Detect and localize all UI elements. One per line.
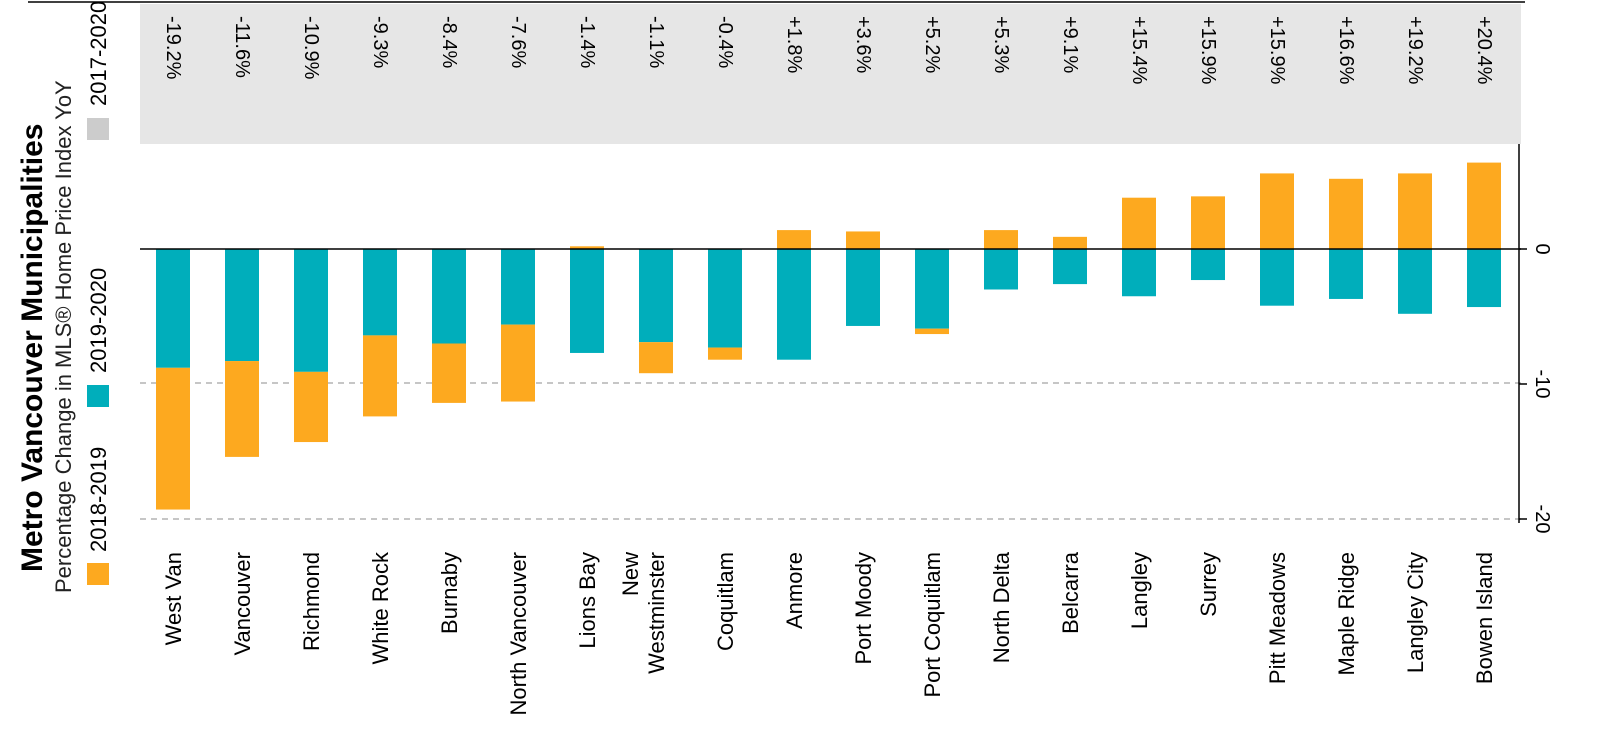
bar-2018-2019-pitt-meadows bbox=[1260, 173, 1294, 249]
total-label-port-moody: +3.6% bbox=[852, 16, 874, 73]
bar-2018-2019-port-moody bbox=[846, 231, 880, 249]
bar-2019-2020-langley bbox=[1122, 249, 1156, 297]
total-label-belcarra: +9.1% bbox=[1059, 16, 1081, 73]
total-label-north-vancouver: -7.6% bbox=[507, 16, 529, 68]
tick-label: -10 bbox=[1531, 370, 1553, 399]
category-label: Burnaby bbox=[437, 552, 462, 634]
bars-layer bbox=[156, 162, 1501, 510]
legend-swatch-2018-2019 bbox=[87, 563, 109, 585]
bar-2019-2020-belcarra bbox=[1053, 249, 1087, 285]
bar-2018-2019-port-coquitlam bbox=[915, 328, 949, 335]
bar-2019-2020-richmond bbox=[294, 249, 328, 372]
category-label: Langley City bbox=[1403, 552, 1428, 673]
legend-label-2018-2019: 2018-2019 bbox=[86, 447, 111, 552]
total-label-langley-city: +19.2% bbox=[1404, 16, 1426, 85]
chart-subtitle: Percentage Change in MLS® Home Price Ind… bbox=[51, 80, 76, 593]
tick-label: 0 bbox=[1531, 243, 1553, 254]
category-label: Westminster bbox=[644, 552, 669, 674]
legend-label-2017-2020: 2017-2020 bbox=[86, 1, 111, 106]
bar-2019-2020-port-moody bbox=[846, 249, 880, 326]
bar-2019-2020-anmore bbox=[777, 249, 811, 360]
bar-2019-2020-bowen-island bbox=[1467, 249, 1501, 308]
bar-2018-2019-white-rock bbox=[363, 335, 397, 417]
bar-2019-2020-west-van bbox=[156, 249, 190, 368]
bar-2019-2020-vancouver bbox=[225, 249, 259, 362]
category-label: Lions Bay bbox=[575, 552, 600, 649]
total-label-langley: +15.4% bbox=[1128, 16, 1150, 85]
bar-2019-2020-new-westminster bbox=[639, 249, 673, 343]
category-label: Bowen Island bbox=[1472, 552, 1497, 684]
category-label: New bbox=[618, 552, 643, 596]
category-label: West Van bbox=[161, 552, 186, 645]
chart-title: Metro Vancouver Municipalities bbox=[16, 124, 49, 572]
total-label-port-coquitlam: +5.2% bbox=[921, 16, 943, 73]
tick-label: -20 bbox=[1531, 505, 1553, 534]
total-label-anmore: +1.8% bbox=[783, 16, 805, 73]
bar-2018-2019-coquitlam bbox=[708, 347, 742, 360]
totals-labels: -19.2% -11.6% -10.9% -9.3% -8.4% -7.6% -1.4% -1… bbox=[162, 16, 1495, 85]
bar-2018-2019-richmond bbox=[294, 371, 328, 443]
legend-label-2019-2020: 2019-2020 bbox=[86, 268, 111, 373]
total-label-coquitlam: -0.4% bbox=[714, 16, 736, 68]
category-label: Pitt Meadows bbox=[1265, 552, 1290, 684]
category-label: Belcarra bbox=[1058, 551, 1083, 634]
total-label-surrey: +15.9% bbox=[1197, 16, 1219, 85]
legend-swatch-2019-2020 bbox=[87, 385, 109, 407]
category-label: North Delta bbox=[989, 551, 1014, 663]
bar-2019-2020-white-rock bbox=[363, 249, 397, 336]
bar-2019-2020-lions-bay bbox=[570, 249, 604, 353]
bar-2019-2020-pitt-meadows bbox=[1260, 249, 1294, 306]
bar-2019-2020-surrey bbox=[1191, 249, 1225, 281]
bar-2018-2019-langley-city bbox=[1398, 173, 1432, 249]
bar-2019-2020-langley-city bbox=[1398, 249, 1432, 314]
bar-2018-2019-lions-bay bbox=[570, 246, 604, 249]
bar-2019-2020-maple-ridge bbox=[1329, 249, 1363, 299]
total-label-vancouver: -11.6% bbox=[231, 16, 253, 78]
bar-2018-2019-bowen-island bbox=[1467, 162, 1501, 249]
category-label: Maple Ridge bbox=[1334, 552, 1359, 676]
total-label-maple-ridge: +16.6% bbox=[1335, 16, 1357, 85]
bar-2018-2019-west-van bbox=[156, 367, 190, 510]
total-label-lions-bay: -1.4% bbox=[576, 16, 598, 68]
bar-2019-2020-north-delta bbox=[984, 249, 1018, 290]
total-label-burnaby: -8.4% bbox=[438, 16, 460, 68]
total-label-bowen-island: +20.4% bbox=[1473, 16, 1495, 85]
bar-2018-2019-north-vancouver bbox=[501, 324, 535, 402]
total-label-pitt-meadows: +15.9% bbox=[1266, 16, 1288, 85]
value-axis-ticks: 0 -10 -20 bbox=[1519, 243, 1553, 533]
total-label-new-westminster: -1.1% bbox=[645, 16, 667, 68]
total-label-white-rock: -9.3% bbox=[369, 16, 391, 68]
bar-2019-2020-north-vancouver bbox=[501, 249, 535, 325]
category-labels: West Van Vancouver Richmond White Rock Burna… bbox=[161, 551, 1497, 715]
bar-2018-2019-surrey bbox=[1191, 196, 1225, 249]
bar-2019-2020-burnaby bbox=[432, 249, 466, 344]
bar-2018-2019-langley bbox=[1122, 197, 1156, 249]
total-label-west-van: -19.2% bbox=[162, 16, 184, 80]
totals-panel bbox=[140, 4, 1521, 144]
bar-2018-2019-burnaby bbox=[432, 343, 466, 403]
category-label: Anmore bbox=[782, 552, 807, 629]
bar-2018-2019-vancouver bbox=[225, 361, 259, 457]
bar-2019-2020-coquitlam bbox=[708, 249, 742, 348]
bar-2018-2019-anmore bbox=[777, 230, 811, 249]
bar-2018-2019-new-westminster bbox=[639, 342, 673, 374]
category-label: Richmond bbox=[299, 552, 324, 651]
category-label: Vancouver bbox=[230, 552, 255, 656]
category-label: White Rock bbox=[368, 551, 393, 664]
category-label: North Vancouver bbox=[506, 552, 531, 715]
bar-2018-2019-maple-ridge bbox=[1329, 178, 1363, 249]
bar-2018-2019-north-delta bbox=[984, 230, 1018, 249]
category-label: Port Moody bbox=[851, 552, 876, 665]
total-label-north-delta: +5.3% bbox=[990, 16, 1012, 73]
bar-2019-2020-port-coquitlam bbox=[915, 249, 949, 329]
legend-swatch-2017-2020 bbox=[87, 118, 109, 140]
category-label: Surrey bbox=[1196, 552, 1221, 617]
category-label: Port Coquitlam bbox=[920, 552, 945, 698]
category-label: Langley bbox=[1127, 552, 1152, 629]
total-label-richmond: -10.9% bbox=[300, 16, 322, 80]
bar-2018-2019-belcarra bbox=[1053, 236, 1087, 249]
category-label: Coquitlam bbox=[713, 552, 738, 651]
